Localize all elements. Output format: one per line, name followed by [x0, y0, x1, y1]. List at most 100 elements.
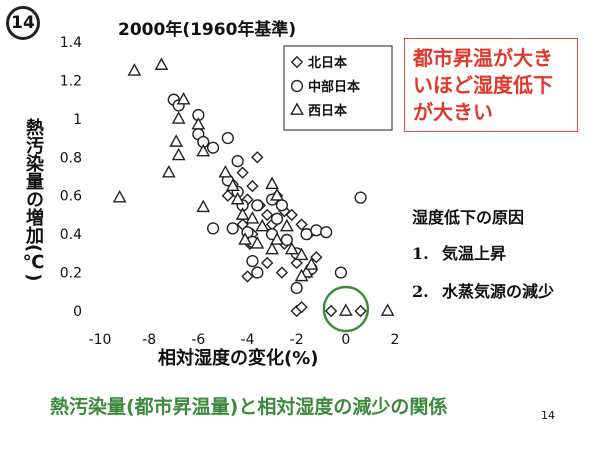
data-point-triangle [304, 257, 319, 270]
y-tick-label: 1.4 [60, 35, 82, 51]
data-point-diamond [295, 218, 308, 231]
data-point-triangle [245, 211, 260, 224]
y-tick-label: 0 [73, 304, 82, 320]
y-tick-label: 0.4 [60, 227, 82, 243]
data-point-circle [246, 254, 259, 268]
x-tick-label: -2 [290, 332, 304, 348]
x-tick-label: -4 [241, 332, 255, 348]
data-point-circle [221, 131, 234, 145]
data-point-circle [275, 199, 289, 212]
data-point-triangle [176, 91, 191, 105]
data-point-diamond [251, 151, 264, 164]
data-point-triangle [171, 111, 186, 124]
data-point-triangle [255, 218, 270, 232]
data-point-circle [206, 141, 220, 154]
data-point-diamond [246, 179, 259, 193]
data-point-triangle [294, 268, 309, 282]
slide-number-badge: 14 [6, 6, 40, 40]
data-point-diamond [324, 304, 338, 318]
data-point-triangle [169, 134, 184, 147]
data-point-diamond [275, 266, 289, 279]
data-point-circle [290, 281, 303, 295]
conclusion-callout: 都市昇温が大き いほど湿度低下 が大きい [404, 38, 578, 132]
legend-label: 北日本 [308, 55, 347, 71]
data-point-triangle [235, 207, 250, 220]
data-point-circle [251, 266, 264, 279]
data-point-triangle [238, 232, 252, 245]
data-point-circle [270, 212, 284, 225]
page-number: 14 [541, 409, 555, 422]
y-tick-label: 1.2 [60, 73, 82, 89]
y-tick-label: 0.6 [60, 189, 82, 205]
data-point-diamond [285, 208, 298, 222]
data-point-triangle [338, 303, 353, 316]
data-point-triangle [250, 236, 265, 249]
y-tick-label: 0.2 [60, 266, 82, 282]
data-point-diamond [241, 270, 254, 283]
legend-circle-icon [290, 79, 304, 93]
data-point-circle [280, 233, 293, 247]
humidity-drop-causes: 湿度低下の原因 1. 気温上昇 2. 水蒸気源の減少 [412, 204, 554, 316]
data-point-triangle [270, 232, 284, 245]
cause-number: 2. [412, 282, 429, 301]
data-point-triangle [218, 165, 233, 178]
x-tick-label: -10 [89, 332, 112, 348]
data-point-diamond [236, 166, 249, 179]
data-point-triangle [294, 247, 309, 261]
data-point-diamond [260, 208, 274, 222]
data-point-triangle [171, 147, 186, 161]
data-point-triangle [225, 178, 240, 192]
data-point-circle [320, 226, 333, 239]
data-point-circle [226, 222, 239, 235]
data-point-triangle [161, 165, 176, 178]
data-point-triangle [284, 241, 299, 255]
x-tick-label: -6 [191, 332, 205, 348]
data-point-triangle [127, 63, 142, 76]
callout-line-1: 都市昇温が大き [413, 46, 553, 70]
callout-line-2: いほど湿度低下 [413, 73, 553, 97]
callout-line-3: が大きい [413, 100, 493, 124]
data-point-circle [310, 224, 323, 237]
data-point-diamond [295, 300, 308, 314]
data-point-triangle [154, 57, 169, 70]
x-tick-label: 0 [341, 332, 350, 348]
cause-item: 2. 水蒸気源の減少 [412, 278, 554, 302]
causes-heading: 湿度低下の原因 [412, 208, 525, 227]
cause-number: 1. [412, 244, 429, 263]
data-point-circle [354, 191, 367, 204]
data-point-diamond [260, 256, 274, 270]
data-point-triangle [279, 218, 294, 232]
x-axis-label: 相対湿度の変化(%) [158, 348, 319, 369]
y-axis-label: 熱汚染量の増加(℃) [23, 118, 44, 282]
data-point-diamond [310, 251, 323, 264]
legend-label: 西日本 [308, 103, 347, 119]
legend-diamond-icon [290, 55, 304, 69]
y-tick-label: 1 [73, 112, 82, 128]
highlight-circle [322, 285, 370, 333]
slide-caption: 熱汚染量(都市昇温量)と相対湿度の減少の関係 [50, 396, 448, 418]
data-point-triangle [270, 188, 284, 201]
data-point-circle [206, 222, 220, 235]
data-point-diamond [290, 256, 303, 270]
chart-title: 2000年(1960年基準) [118, 20, 297, 40]
data-point-triangle [112, 189, 127, 203]
y-tick-label: 0.8 [60, 150, 82, 166]
x-tick-label: 2 [391, 332, 400, 348]
data-point-circle [231, 155, 244, 168]
cause-text: 気温上昇 [442, 244, 507, 263]
data-point-circle [334, 266, 348, 279]
cause-item: 1. 気温上昇 [412, 240, 554, 264]
data-point-diamond [221, 189, 235, 202]
data-point-triangle [265, 241, 279, 255]
data-point-triangle [196, 143, 211, 157]
data-point-circle [251, 199, 264, 212]
legend-triangle-icon [290, 102, 304, 115]
data-point-triangle [265, 176, 279, 190]
data-point-triangle [230, 191, 245, 205]
cause-text: 水蒸気源の減少 [442, 282, 555, 301]
data-point-diamond [354, 304, 367, 318]
data-point-triangle [191, 116, 206, 130]
data-point-triangle [196, 199, 211, 213]
data-point-triangle [380, 303, 395, 316]
